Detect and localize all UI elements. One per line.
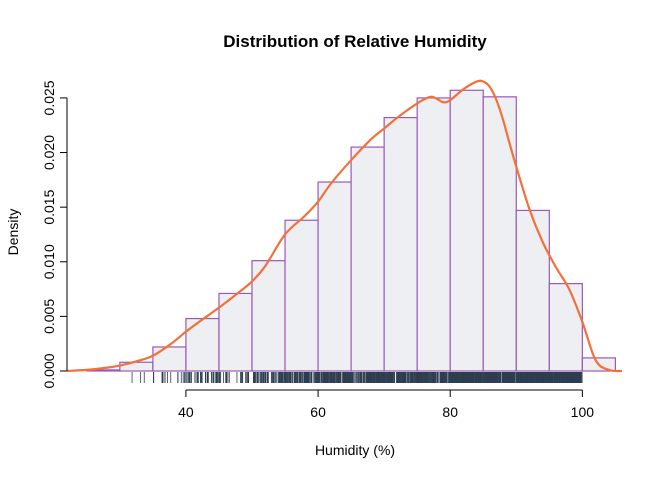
histogram-bar <box>482 96 517 372</box>
y-tick-label: 0.000 <box>41 353 57 388</box>
density-curve <box>66 79 623 373</box>
x-tick-label: 60 <box>310 404 326 420</box>
histogram-bar <box>284 219 319 372</box>
y-axis: 0.000 0.005 0.010 0.015 0.020 0.025 <box>41 80 68 389</box>
histogram-bar <box>350 146 385 372</box>
rug-group <box>131 372 583 383</box>
histogram-bar <box>416 97 451 372</box>
bars-group <box>86 89 616 372</box>
histogram-bar <box>218 292 253 372</box>
x-axis-label: Humidity (%) <box>315 442 395 458</box>
x-tick-label: 80 <box>442 404 458 420</box>
histogram-bar <box>317 181 352 372</box>
y-tick-label: 0.020 <box>41 135 57 170</box>
y-axis-label: Density <box>5 209 21 256</box>
histogram-bar <box>152 346 187 372</box>
y-tick-label: 0.005 <box>41 299 57 334</box>
x-tick-label: 40 <box>178 404 194 420</box>
x-axis: 40 60 80 100 <box>178 389 595 420</box>
histogram-bar <box>548 283 583 372</box>
y-tick-label: 0.015 <box>41 189 57 224</box>
histogram-bar <box>383 116 418 372</box>
y-tick-label: 0.010 <box>41 244 57 279</box>
histogram-bar <box>515 209 550 372</box>
y-tick-label: 0.025 <box>41 80 57 115</box>
histogram-bar <box>185 317 220 372</box>
histogram-bar <box>449 89 484 372</box>
chart-title: Distribution of Relative Humidity <box>223 32 487 51</box>
x-tick-label: 100 <box>571 404 595 420</box>
